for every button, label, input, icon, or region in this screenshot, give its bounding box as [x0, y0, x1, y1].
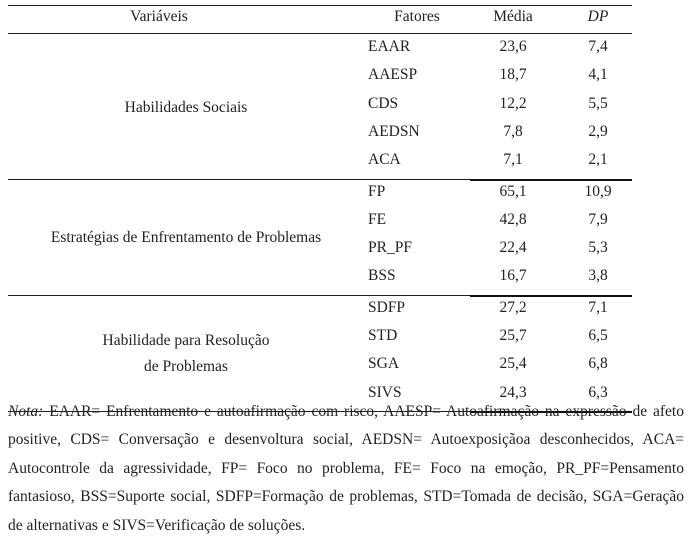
header-fatores: Fatores	[394, 8, 440, 25]
factor-cell: CDS	[368, 94, 399, 112]
factor-cell: FP	[368, 182, 386, 200]
mean-cell: 16,7	[499, 267, 527, 285]
sd-cell: 3,8	[588, 267, 608, 285]
sd-cell: 6,5	[588, 327, 608, 344]
mean-cell: 23,6	[499, 38, 527, 55]
group-label: Estratégias de Enfrentamento de Problema…	[50, 229, 322, 247]
mean-cell: 27,2	[499, 298, 527, 316]
factor-cell: BSS	[368, 267, 396, 285]
mean-cell: 22,4	[499, 239, 527, 257]
sd-cell: 5,3	[588, 239, 608, 257]
sd-cell: 5,5	[588, 94, 608, 112]
mean-cell: 12,2	[499, 94, 527, 112]
group-label: Habilidades Sociais	[124, 98, 248, 116]
group-rule	[8, 410, 632, 412]
sd-cell: 7,1	[588, 298, 608, 316]
mean-cell: 65,1	[499, 182, 527, 200]
factor-cell: STD	[368, 327, 398, 344]
sd-cell: 6,8	[588, 355, 608, 373]
header-media: Média	[493, 8, 533, 25]
group-rule-thick	[470, 178, 632, 181]
mean-cell: 18,7	[499, 66, 527, 84]
factor-cell: PR_PF	[368, 239, 412, 257]
sd-cell: 7,4	[588, 38, 608, 55]
factor-cell: SDFP	[368, 298, 406, 316]
factor-cell: ACA	[368, 151, 401, 169]
header-dp: DP	[587, 8, 609, 25]
sd-cell: 6,3	[588, 383, 608, 401]
group-rule	[8, 294, 632, 296]
factor-cell: EAAR	[368, 38, 411, 55]
note-label: Nota:	[8, 403, 44, 420]
group-rule-thick	[470, 294, 632, 297]
mean-cell: 24,3	[499, 383, 527, 401]
note-text: EAAR= Enfrentamento e autoafirmação com …	[8, 403, 684, 534]
group-label: de Problemas	[144, 358, 228, 376]
table-top-rule	[8, 5, 632, 6]
factor-cell: AEDSN	[368, 122, 420, 140]
mean-cell: 25,4	[499, 355, 527, 373]
mean-cell: 7,1	[503, 151, 523, 169]
sd-cell: 7,9	[588, 210, 608, 228]
group-rule-thick	[470, 410, 632, 413]
mean-cell: 7,8	[503, 122, 523, 140]
sd-cell: 10,9	[584, 182, 612, 200]
factor-cell: SIVS	[368, 383, 402, 401]
sd-cell: 2,9	[588, 122, 608, 140]
table-note: Nota: EAAR= Enfrentamento e autoafirmaçã…	[8, 398, 684, 540]
header-rule	[8, 33, 632, 34]
sd-cell: 2,1	[588, 151, 608, 169]
group-rule	[8, 178, 632, 180]
factor-cell: SGA	[368, 355, 400, 373]
sd-cell: 4,1	[588, 66, 608, 84]
mean-cell: 25,7	[499, 327, 527, 344]
header-variaveis: Variáveis	[130, 8, 188, 25]
mean-cell: 42,8	[499, 210, 527, 228]
factor-cell: FE	[368, 210, 387, 228]
group-label: Habilidade para Resolução	[102, 332, 270, 350]
factor-cell: AAESP	[368, 66, 418, 84]
